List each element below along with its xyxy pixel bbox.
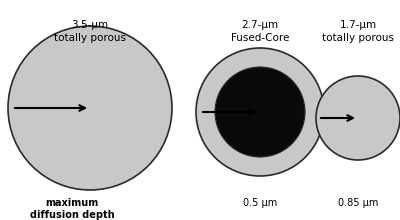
Circle shape <box>215 67 305 157</box>
Circle shape <box>8 26 172 190</box>
Text: 1.7-μm
totally porous: 1.7-μm totally porous <box>322 20 394 43</box>
Text: 0.5 μm: 0.5 μm <box>243 198 277 208</box>
Text: 0.85 μm: 0.85 μm <box>338 198 378 208</box>
Text: 3.5-μm
totally porous: 3.5-μm totally porous <box>54 20 126 43</box>
Text: 2.7-μm
Fused-Core: 2.7-μm Fused-Core <box>231 20 289 43</box>
Text: maximum
diffusion depth
from the surface:  1.75 μm: maximum diffusion depth from the surface… <box>0 198 146 220</box>
Circle shape <box>196 48 324 176</box>
Circle shape <box>316 76 400 160</box>
